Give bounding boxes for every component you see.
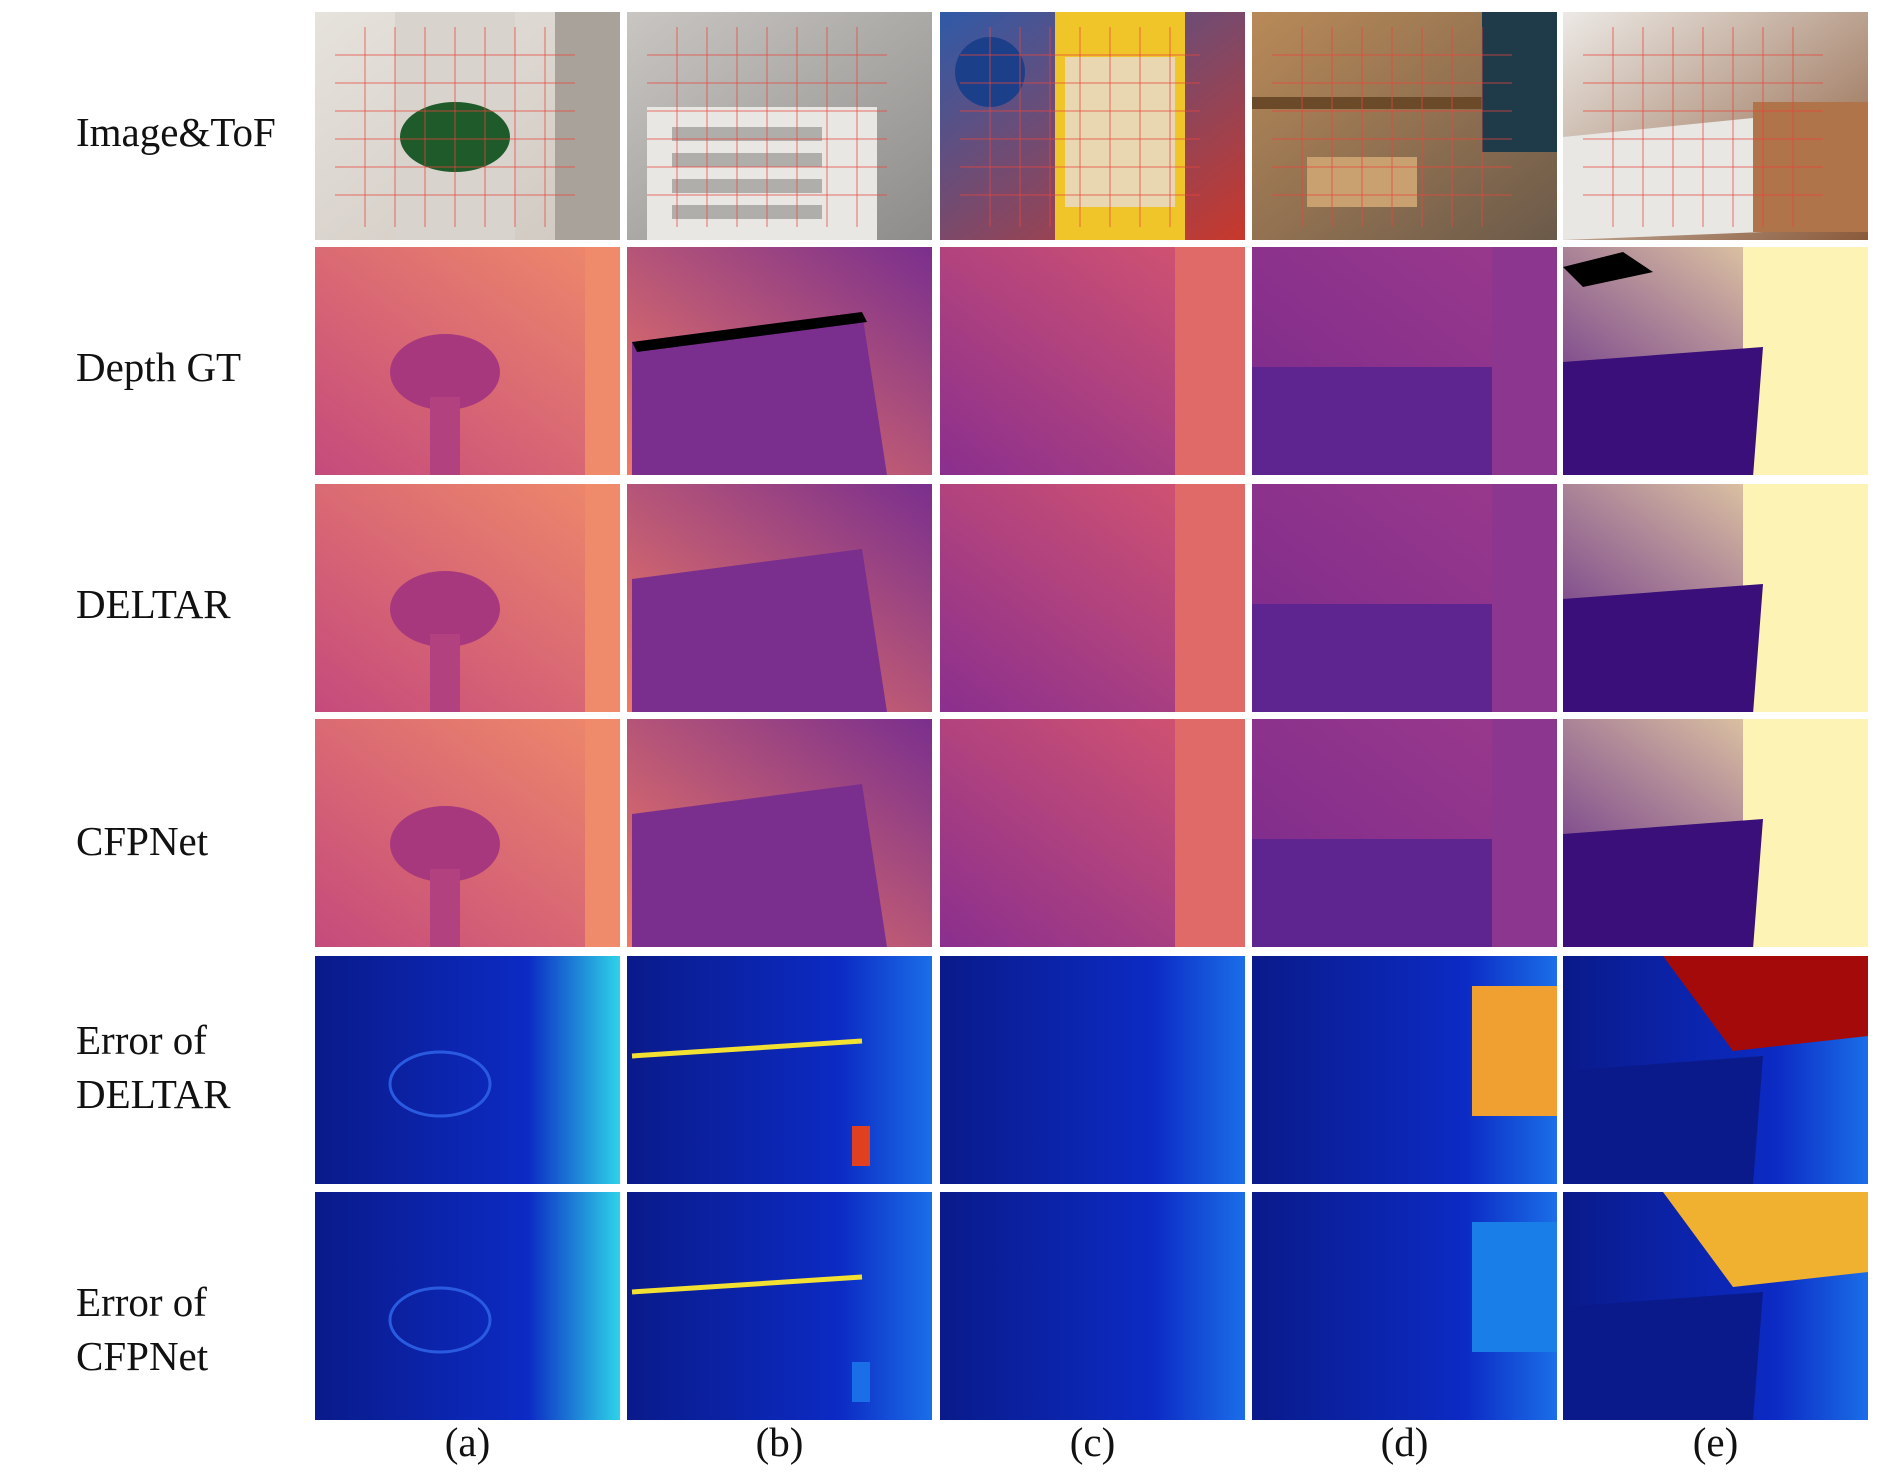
row-label-error-cfpnet: Error of CFPNet xyxy=(76,1279,209,1379)
row-label-depth-gt: Depth GT xyxy=(76,344,242,390)
panel-image-tof-e xyxy=(1563,12,1868,240)
panel-cfpnet-depth-e xyxy=(1563,719,1868,947)
panel-image-tof-a xyxy=(315,12,620,240)
panel-depth-gt-d xyxy=(1252,247,1557,475)
row-label-cfpnet: CFPNet xyxy=(76,818,209,864)
row-label-image-tof: Image&ToF xyxy=(76,109,276,155)
column-label-a: (a) xyxy=(444,1419,491,1465)
panel-deltar-error-d xyxy=(1252,956,1557,1184)
row-label-deltar: DELTAR xyxy=(76,581,231,627)
column-label-e: (e) xyxy=(1692,1419,1739,1465)
panel-cfpnet-error-e xyxy=(1563,1192,1868,1420)
panel-deltar-error-c xyxy=(940,956,1245,1184)
panel-cfpnet-depth-c xyxy=(940,719,1245,947)
column-label-c: (c) xyxy=(1069,1419,1116,1465)
panel-depth-gt-b xyxy=(627,247,932,475)
panel-cfpnet-error-c xyxy=(940,1192,1245,1420)
panel-deltar-depth-c xyxy=(940,484,1245,712)
panel-cfpnet-depth-b xyxy=(627,719,932,947)
row-label-error-deltar: Error of DELTAR xyxy=(76,1017,231,1117)
panel-deltar-depth-d xyxy=(1252,484,1557,712)
panel-deltar-error-a xyxy=(315,956,620,1184)
column-label-d: (d) xyxy=(1380,1419,1429,1465)
panel-deltar-error-b xyxy=(627,956,932,1184)
panel-depth-gt-e xyxy=(1563,247,1868,475)
panel-depth-gt-a xyxy=(315,247,620,475)
panel-deltar-depth-e xyxy=(1563,484,1868,712)
panel-image-tof-b xyxy=(627,12,932,240)
panel-deltar-depth-b xyxy=(627,484,932,712)
panel-depth-gt-c xyxy=(940,247,1245,475)
panel-cfpnet-depth-a xyxy=(315,719,620,947)
panel-cfpnet-error-a xyxy=(315,1192,620,1420)
panel-cfpnet-error-b xyxy=(627,1192,932,1420)
panel-cfpnet-error-d xyxy=(1252,1192,1557,1420)
column-label-b: (b) xyxy=(755,1419,804,1465)
panel-deltar-depth-a xyxy=(315,484,620,712)
panel-image-tof-c xyxy=(940,12,1245,240)
panel-image-tof-d xyxy=(1252,12,1557,240)
panel-deltar-error-e xyxy=(1563,956,1868,1184)
panel-cfpnet-depth-d xyxy=(1252,719,1557,947)
